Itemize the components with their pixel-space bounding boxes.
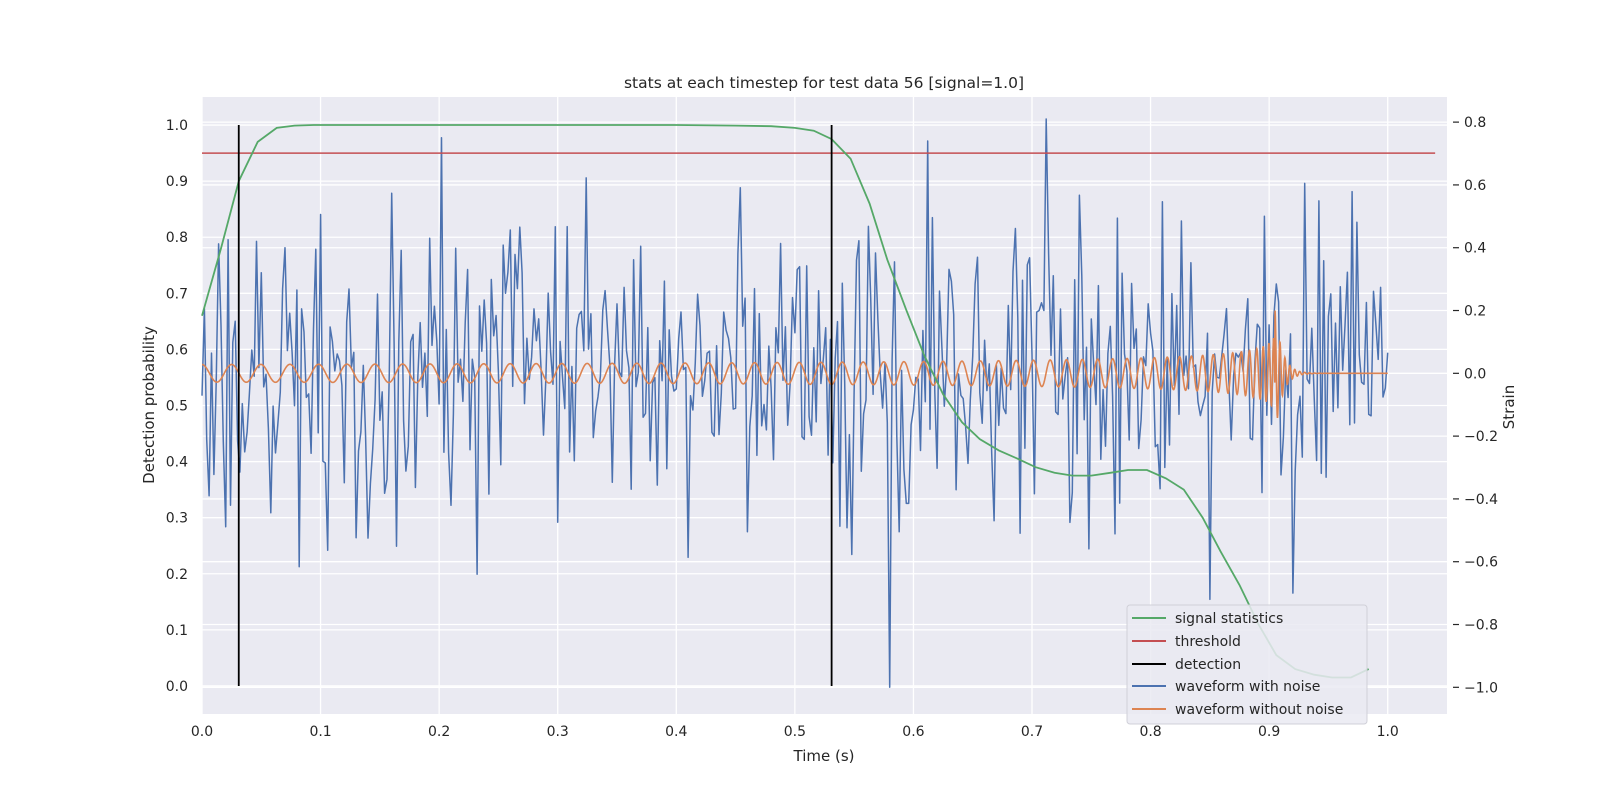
- y-tick-label: 0.4: [166, 455, 188, 471]
- x-axis-label: Time (s): [793, 747, 855, 765]
- y2-tick-label: 0.2: [1464, 304, 1486, 320]
- y-tick-label: 0.5: [166, 399, 188, 415]
- x-tick-label: 0.2: [428, 724, 450, 740]
- legend-label-threshold: threshold: [1175, 634, 1241, 650]
- series-layer: [201, 118, 1436, 689]
- x-tick-label: 0.9: [1258, 724, 1280, 740]
- y2-tick-label: −0.6: [1464, 555, 1498, 571]
- y-tick-label: 0.9: [166, 174, 188, 190]
- legend-label-waveform-with-noise: waveform with noise: [1175, 679, 1320, 695]
- legend-label-waveform-without-noise: waveform without noise: [1175, 702, 1343, 718]
- series-signal-statistics: [201, 124, 1370, 679]
- x-tick-label: 0.3: [547, 724, 569, 740]
- chart-title: stats at each timestep for test data 56 …: [624, 74, 1024, 92]
- grid-layer: [201, 97, 1447, 714]
- y-tick-label: 0.6: [166, 342, 188, 358]
- y-tick-label: 0.0: [166, 679, 188, 695]
- y2-tick-label: −0.2: [1464, 429, 1498, 445]
- x-tick-label: 0.1: [309, 724, 331, 740]
- y2-axis-label: Strain: [1500, 385, 1518, 429]
- y2-tick-label: −1.0: [1464, 680, 1498, 696]
- legend-box: [1126, 604, 1368, 725]
- legend-label-detection: detection: [1175, 657, 1241, 673]
- legend-label-signal-statistics: signal statistics: [1175, 611, 1283, 627]
- x-tick-label: 0.7: [1021, 724, 1043, 740]
- x-tick-label: 0.0: [191, 724, 213, 740]
- x-tick-label: 1.0: [1377, 724, 1399, 740]
- y2-tick-label: 0.4: [1464, 241, 1486, 257]
- x-tick-label: 0.5: [784, 724, 806, 740]
- y2-tick-label: 0.6: [1464, 178, 1486, 194]
- y-axis-label: Detection probability: [140, 326, 158, 484]
- x-tick-label: 0.4: [665, 724, 687, 740]
- y2-tick-label: −0.8: [1464, 618, 1498, 634]
- y-tick-label: 0.7: [166, 286, 188, 302]
- legend: signal statistics threshold detection wa…: [1126, 604, 1368, 725]
- y-tick-label: 0.8: [166, 230, 188, 246]
- y-tick-label: 0.3: [166, 511, 188, 527]
- y2-tick-label: −0.4: [1464, 492, 1498, 508]
- y-tick-label: 0.1: [166, 623, 188, 639]
- tick-layer: 0.0 0.1 0.2 0.3 0.4 0.5 0.6 0.7 0.8 0.9 1.0 0.0 0.1 0…: [166, 115, 1498, 740]
- x-tick-label: 0.6: [902, 724, 924, 740]
- y2-tick-label: 0.8: [1464, 115, 1486, 131]
- series-waveform-without-noise: [201, 310, 1388, 419]
- y-tick-label: 0.2: [166, 567, 188, 583]
- y-tick-label: 1.0: [166, 118, 188, 134]
- y2-tick-label: 0.0: [1464, 366, 1486, 382]
- x-tick-label: 0.8: [1139, 724, 1161, 740]
- series-waveform-with-noise: [201, 118, 1389, 689]
